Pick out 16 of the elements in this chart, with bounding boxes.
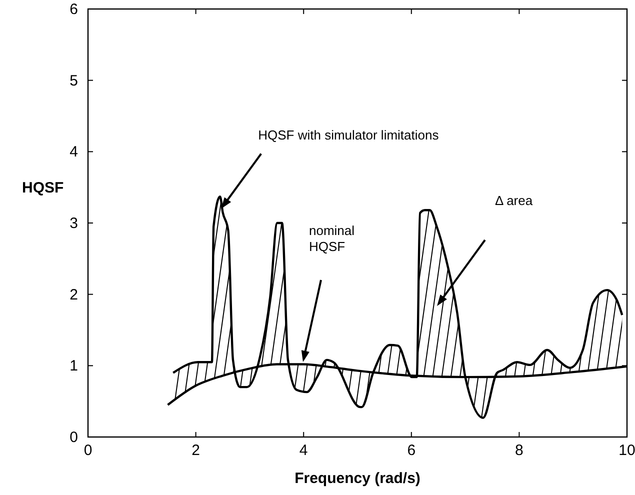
x-tick-label: 4 <box>299 442 308 459</box>
y-tick-label: 3 <box>70 215 78 232</box>
x-axis-title: Frequency (rad/s) <box>294 470 420 487</box>
y-tick-label: 2 <box>70 286 78 304</box>
x-tick-label: 6 <box>407 442 416 459</box>
y-tick-label: 0 <box>70 429 78 446</box>
y-tick-label: 4 <box>70 144 78 161</box>
x-tick-label: 8 <box>515 442 524 459</box>
y-axis-title: HQSF <box>22 179 64 196</box>
y-tick-label: 6 <box>70 1 78 18</box>
x-tick-label: 2 <box>192 442 200 459</box>
x-tick-label: 0 <box>84 442 92 459</box>
y-tick-label: 1 <box>70 358 78 375</box>
annotation: HQSF with simulator limitations <box>258 128 440 143</box>
y-tick-label: 5 <box>70 72 78 90</box>
x-tick-label: 10 <box>618 442 635 459</box>
